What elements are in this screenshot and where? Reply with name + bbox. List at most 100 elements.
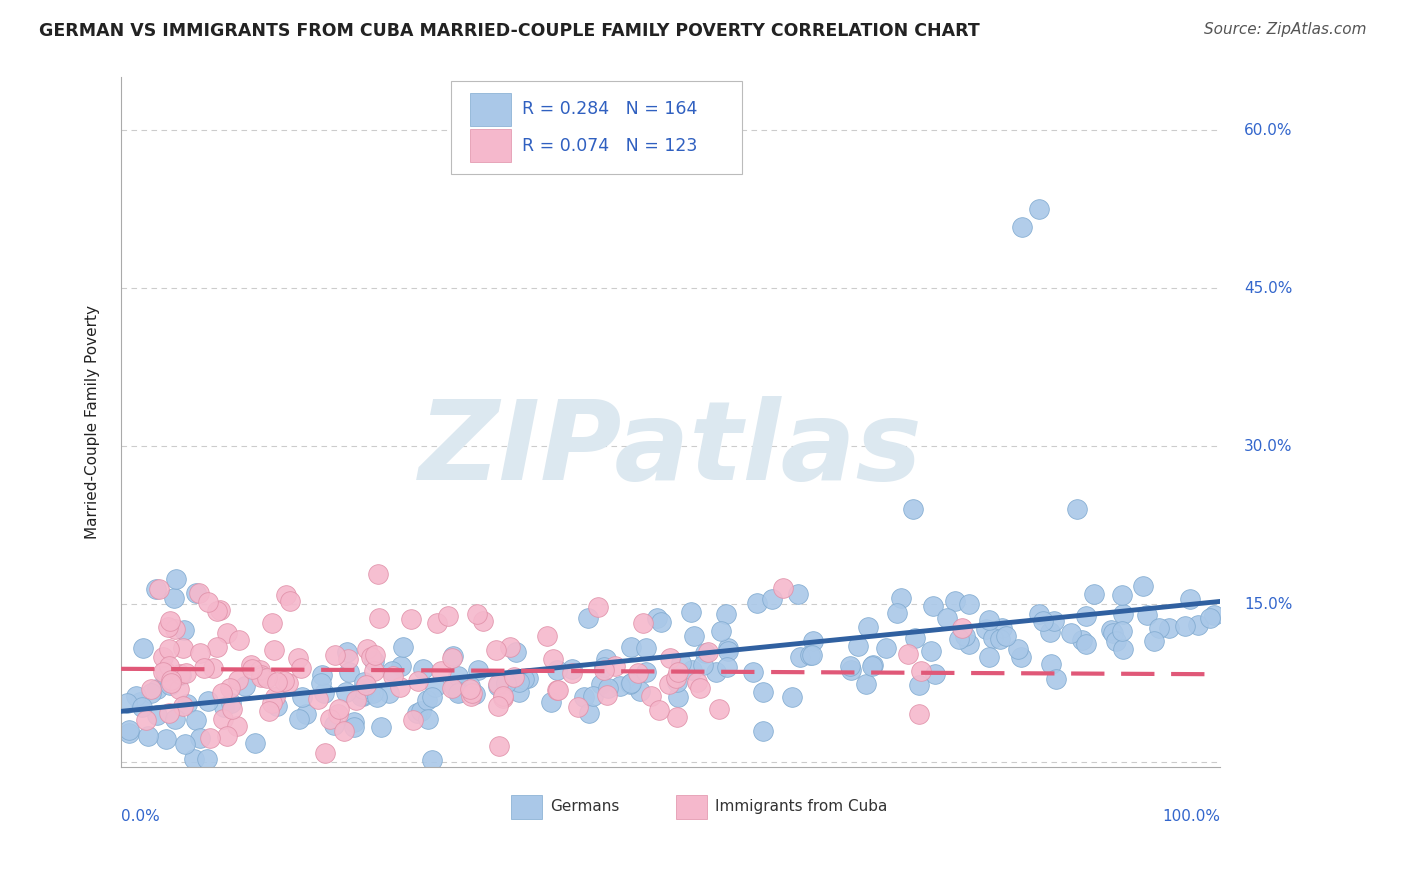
Point — [447, 669, 470, 683]
Point — [416, 693, 439, 707]
Point — [666, 690, 689, 704]
Point — [707, 702, 730, 716]
Point — [1066, 502, 1088, 516]
Point — [361, 686, 384, 700]
Point — [118, 723, 141, 737]
Point — [429, 665, 451, 679]
Point — [159, 678, 181, 692]
Point — [314, 686, 336, 700]
Point — [595, 652, 617, 666]
FancyBboxPatch shape — [470, 129, 512, 162]
Point — [472, 614, 495, 628]
Point — [458, 681, 481, 696]
Point — [250, 667, 273, 681]
Point — [634, 665, 657, 679]
Point — [249, 670, 271, 684]
Point — [425, 680, 447, 694]
Point — [665, 671, 688, 685]
Point — [290, 690, 312, 704]
Point — [1010, 649, 1032, 664]
Point — [146, 707, 169, 722]
Point — [363, 654, 385, 668]
Point — [256, 671, 278, 685]
Point — [388, 680, 411, 694]
Point — [135, 713, 157, 727]
Point — [561, 665, 583, 680]
Point — [620, 675, 643, 690]
Point — [495, 676, 517, 690]
Point — [922, 599, 945, 613]
Point — [717, 641, 740, 656]
Point — [155, 669, 177, 683]
Point — [839, 663, 862, 677]
Point — [1159, 621, 1181, 635]
Point — [163, 622, 186, 636]
Point — [392, 640, 415, 655]
Point — [307, 692, 329, 706]
Point — [266, 675, 288, 690]
Point — [547, 683, 569, 698]
Point — [659, 651, 682, 665]
Point — [1028, 607, 1050, 622]
Point — [875, 640, 897, 655]
Point — [211, 685, 233, 699]
Point — [636, 641, 658, 656]
Point — [323, 648, 346, 663]
Point — [897, 647, 920, 661]
Point — [176, 665, 198, 680]
Point — [332, 724, 354, 739]
Text: 45.0%: 45.0% — [1244, 281, 1292, 295]
Point — [420, 753, 443, 767]
Point — [366, 690, 388, 704]
Point — [862, 658, 884, 673]
Point — [212, 699, 235, 714]
Point — [567, 699, 589, 714]
Point — [1039, 624, 1062, 639]
Point — [183, 751, 205, 765]
Point — [860, 659, 883, 673]
Point — [159, 642, 181, 657]
Point — [159, 673, 181, 687]
Point — [328, 701, 350, 715]
Point — [367, 566, 389, 581]
Point — [225, 719, 247, 733]
Point — [582, 690, 605, 704]
Point — [464, 688, 486, 702]
Point — [631, 616, 654, 631]
Point — [152, 665, 174, 680]
Point — [741, 665, 763, 679]
Point — [173, 737, 195, 751]
Point — [141, 682, 163, 697]
Point — [319, 713, 342, 727]
Point — [512, 672, 534, 686]
Point — [936, 610, 959, 624]
Point — [957, 637, 980, 651]
Point — [910, 665, 932, 679]
Point — [138, 729, 160, 743]
Point — [125, 690, 148, 704]
Point — [335, 685, 357, 699]
Point — [382, 669, 405, 683]
Point — [1074, 637, 1097, 651]
Text: 100.0%: 100.0% — [1163, 809, 1220, 823]
Point — [650, 615, 672, 629]
Point — [152, 650, 174, 665]
Point — [146, 681, 169, 696]
Point — [799, 648, 821, 663]
Point — [198, 731, 221, 745]
Point — [502, 670, 524, 684]
Point — [364, 648, 387, 662]
Point — [148, 582, 170, 596]
Point — [1147, 621, 1170, 635]
Point — [1032, 615, 1054, 629]
Point — [772, 581, 794, 595]
Point — [591, 677, 613, 691]
Point — [904, 631, 927, 645]
Point — [924, 667, 946, 681]
Point — [665, 675, 688, 690]
Point — [685, 675, 707, 690]
Point — [752, 684, 775, 698]
Point — [131, 700, 153, 714]
Point — [115, 696, 138, 710]
Point — [221, 702, 243, 716]
